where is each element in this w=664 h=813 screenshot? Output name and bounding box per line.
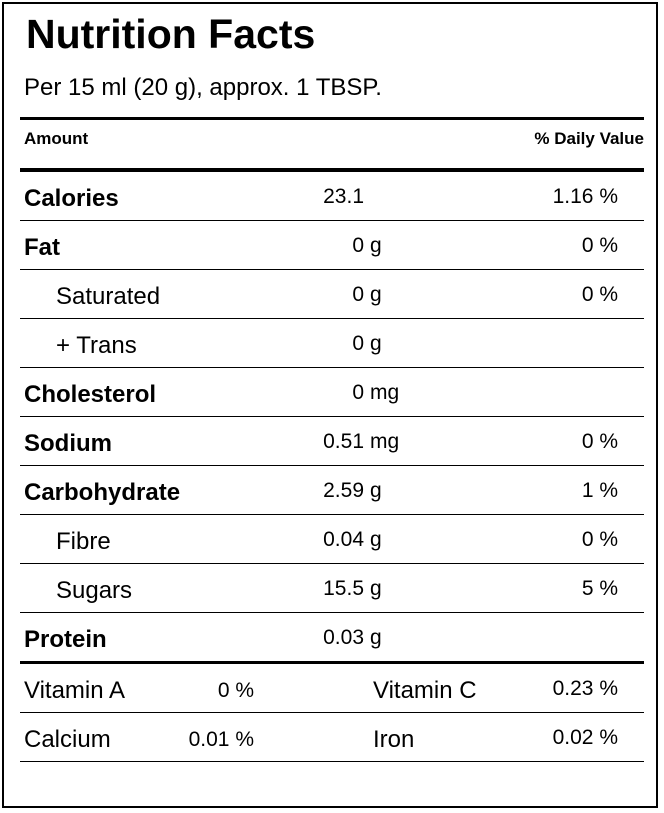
nutrient-amount: 0.03 xyxy=(323,626,364,649)
nutrient-unit: g xyxy=(370,283,382,306)
row-divider xyxy=(20,761,644,762)
nutrient-name: Calories xyxy=(24,185,119,212)
row-divider xyxy=(20,318,644,319)
nutrient-name: + Trans xyxy=(56,332,137,359)
nutrient-unit: mg xyxy=(370,381,400,404)
nutrient-unit: g xyxy=(370,577,382,600)
nutrient-amount: 23.1 xyxy=(323,185,364,208)
nutrient-unit: g xyxy=(370,479,382,502)
nutrient-amount: 0 xyxy=(352,234,364,257)
nutrient-row: Sugars 15.5 g 5 % xyxy=(20,564,644,613)
vitamin-name: Vitamin C xyxy=(373,677,477,704)
serving-size: Per 15 ml (20 g), approx. 1 TBSP. xyxy=(24,74,382,101)
row-divider xyxy=(20,416,644,417)
nutrient-unit: g xyxy=(370,626,382,649)
nutrient-amount: 2.59 xyxy=(323,479,364,502)
nutrient-unit: mg xyxy=(370,430,400,453)
row-divider xyxy=(20,220,644,221)
nutrient-amount: 0 xyxy=(352,381,364,404)
nutrient-row: Calories 23.1 1.16 % xyxy=(20,172,644,221)
vitamin-daily-value: 0 % xyxy=(217,679,254,702)
nutrient-name: Sodium xyxy=(24,430,112,457)
nutrient-daily-value: 1 % xyxy=(581,479,618,502)
nutrient-unit: g xyxy=(370,332,382,355)
amount-header: Amount xyxy=(24,129,89,148)
nutrient-name: Protein xyxy=(24,626,107,653)
vitamin-name: Vitamin A xyxy=(24,677,125,704)
nutrient-row: Carbohydrate 2.59 g 1 % xyxy=(20,466,644,515)
nutrient-row: Fibre 0.04 g 0 % xyxy=(20,515,644,564)
vitamin-name: Iron xyxy=(373,726,415,753)
row-divider xyxy=(20,514,644,515)
vitamin-daily-value: 0.02 % xyxy=(552,726,618,749)
nutrition-facts-label xyxy=(2,2,658,808)
nutrient-daily-value: 0 % xyxy=(581,430,618,453)
nutrient-amount: 0 xyxy=(352,332,364,355)
nutrient-row: Sodium 0.51 mg 0 % xyxy=(20,417,644,466)
nutrient-row: Saturated 0 g 0 % xyxy=(20,270,644,319)
vitamin-section-divider xyxy=(20,661,644,664)
nutrient-row: Protein 0.03 g xyxy=(20,613,644,662)
vitamin-daily-value: 0.23 % xyxy=(552,677,618,700)
nutrient-name: Fibre xyxy=(56,528,111,555)
nutrient-daily-value: 5 % xyxy=(581,577,618,600)
nutrient-amount: 0.04 xyxy=(323,528,364,551)
nutrient-name: Carbohydrate xyxy=(24,479,181,506)
row-divider xyxy=(20,712,644,713)
nutrient-amount: 0.51 xyxy=(323,430,364,453)
nutrient-unit: g xyxy=(370,234,382,257)
row-divider xyxy=(20,367,644,368)
serving-divider xyxy=(20,117,644,120)
nutrient-amount: 15.5 xyxy=(323,577,364,600)
nutrient-amount: 0 xyxy=(352,283,364,306)
nutrient-unit: g xyxy=(370,528,382,551)
nutrient-row: Fat 0 g 0 % xyxy=(20,221,644,270)
row-divider xyxy=(20,612,644,613)
nutrient-daily-value: 0 % xyxy=(581,528,618,551)
nutrient-row: + Trans 0 g xyxy=(20,319,644,368)
nutrient-name: Saturated xyxy=(56,283,161,310)
vitamin-name: Calcium xyxy=(24,726,111,753)
nutrient-daily-value: 0 % xyxy=(581,234,618,257)
nutrient-name: Fat xyxy=(24,234,60,261)
vitamin-row: Calcium 0.01 % Iron 0.02 % xyxy=(20,713,644,762)
nutrient-name: Sugars xyxy=(56,577,133,604)
nutrient-daily-value: 0 % xyxy=(581,283,618,306)
daily-value-header: % Daily Value xyxy=(534,129,644,148)
row-divider xyxy=(20,465,644,466)
vitamin-daily-value: 0.01 % xyxy=(188,728,254,751)
header-divider xyxy=(20,168,644,172)
label-title: Nutrition Facts xyxy=(26,11,316,57)
vitamin-row: Vitamin A 0 % Vitamin C 0.23 % xyxy=(20,664,644,713)
row-divider xyxy=(20,563,644,564)
nutrient-row: Cholesterol 0 mg xyxy=(20,368,644,417)
nutrient-name: Cholesterol xyxy=(24,381,157,408)
row-divider xyxy=(20,269,644,270)
nutrient-daily-value: 1.16 % xyxy=(552,185,618,208)
